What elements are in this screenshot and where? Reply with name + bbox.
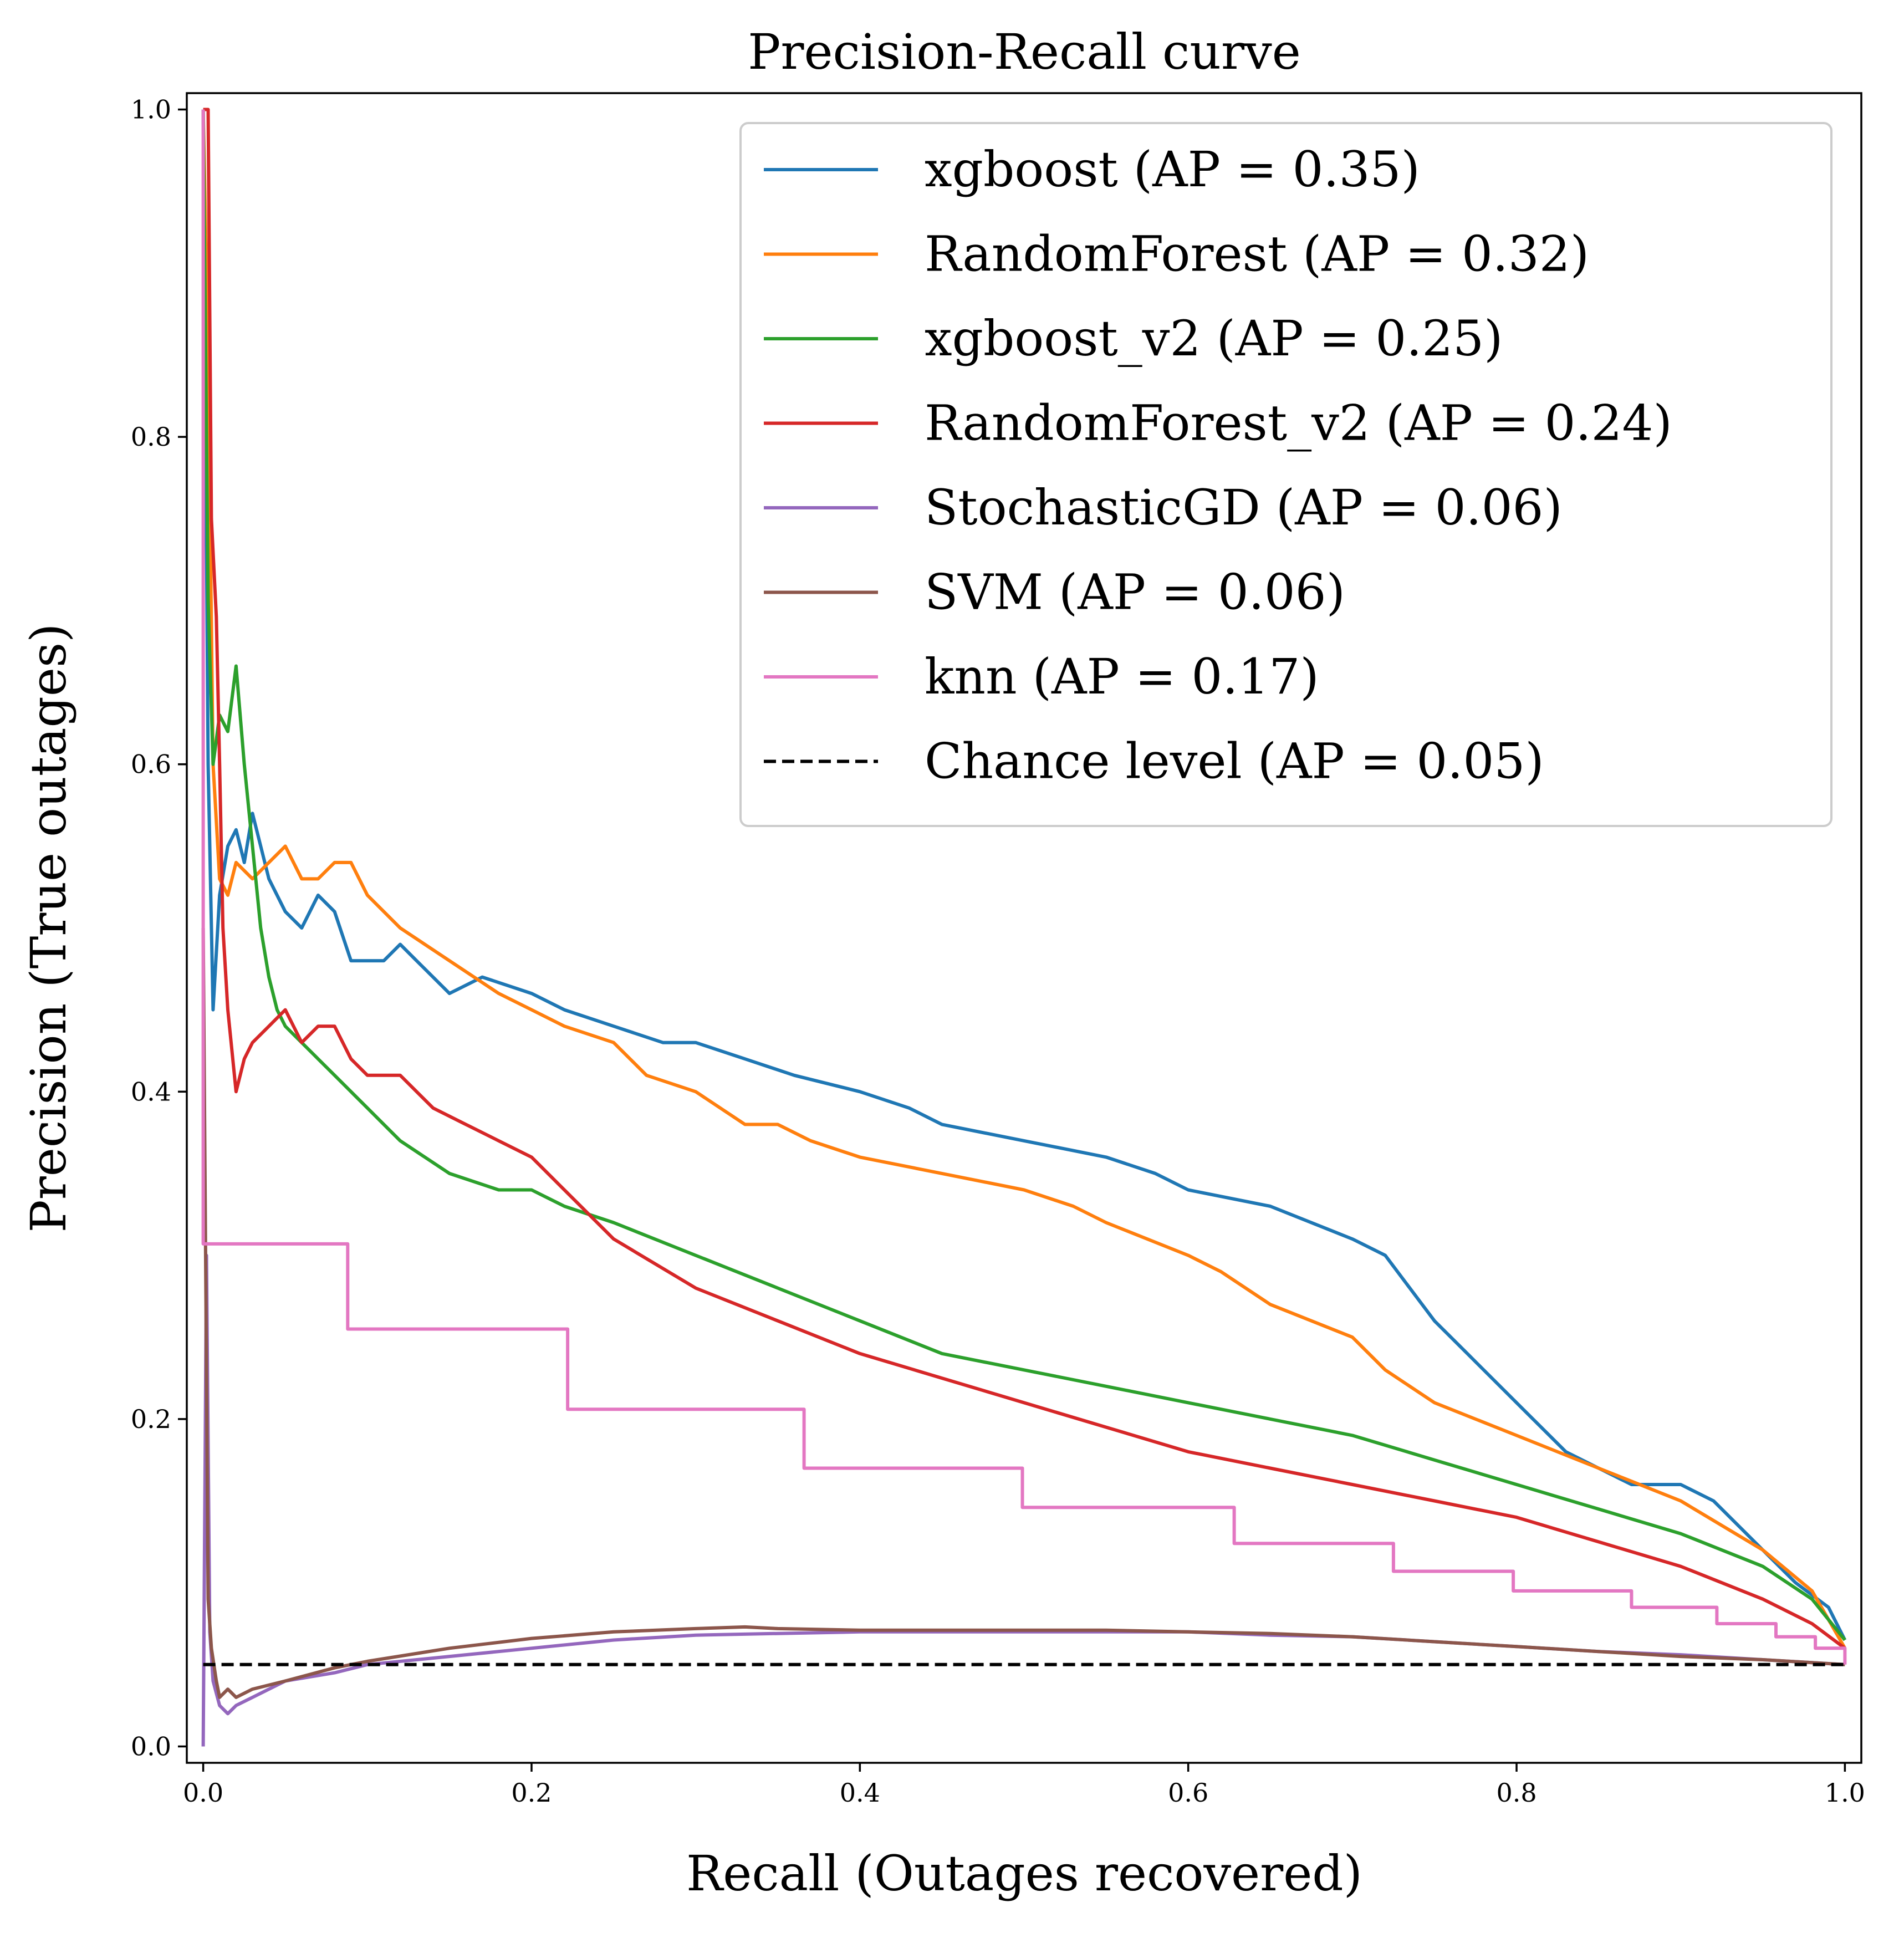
legend-box bbox=[739, 122, 1832, 827]
x-tick-label: 0.4 bbox=[840, 1778, 880, 1808]
legend-label: xgboost (AP = 0.35) bbox=[925, 141, 1420, 198]
y-tick-label: 0.4 bbox=[131, 1077, 171, 1106]
y-axis-title: Precision (True outages) bbox=[20, 624, 77, 1233]
legend-label: SVM (AP = 0.06) bbox=[925, 564, 1345, 621]
x-tick-label: 1.0 bbox=[1825, 1778, 1865, 1808]
y-tick-label: 0.6 bbox=[131, 749, 171, 779]
x-tick-label: 0.2 bbox=[511, 1778, 552, 1808]
series-line-1 bbox=[201, 109, 1847, 1649]
chart-title: Precision-Recall curve bbox=[748, 23, 1301, 80]
series-layer bbox=[201, 108, 1847, 1747]
series-line-0 bbox=[201, 109, 1847, 1641]
x-axis: 0.0 0.2 0.4 0.6 0.8 1.0 bbox=[183, 1763, 1865, 1808]
legend-label: knn (AP = 0.17) bbox=[925, 648, 1319, 705]
series-line-2 bbox=[201, 109, 1846, 1641]
plot-frame bbox=[186, 92, 1862, 1764]
y-axis: 0.0 0.2 0.4 0.6 0.8 1.0 bbox=[131, 95, 187, 1761]
legend-label: xgboost_v2 (AP = 0.25) bbox=[925, 310, 1503, 367]
legend-label: StochasticGD (AP = 0.06) bbox=[925, 479, 1563, 536]
x-tick-label: 0.8 bbox=[1496, 1778, 1537, 1808]
legend-label: RandomForest (AP = 0.32) bbox=[925, 226, 1589, 283]
y-tick-label: 0.0 bbox=[131, 1731, 171, 1761]
y-tick-label: 0.8 bbox=[131, 422, 171, 452]
y-tick-label: 1.0 bbox=[131, 95, 171, 125]
series-line-6 bbox=[201, 109, 1847, 1665]
series-line-3 bbox=[203, 108, 1846, 1650]
x-axis-title: Recall (Outages recovered) bbox=[686, 1845, 1362, 1902]
y-tick-label: 0.2 bbox=[131, 1404, 171, 1434]
legend-label: RandomForest_v2 (AP = 0.24) bbox=[925, 395, 1672, 452]
x-tick-label: 0.0 bbox=[183, 1778, 223, 1808]
x-tick-label: 0.6 bbox=[1168, 1778, 1208, 1808]
legend-label: Chance level (AP = 0.05) bbox=[925, 733, 1544, 790]
legend: xgboost (AP = 0.35) RandomForest (AP = 0.… bbox=[739, 122, 1832, 827]
series-line-5 bbox=[201, 927, 1845, 1699]
